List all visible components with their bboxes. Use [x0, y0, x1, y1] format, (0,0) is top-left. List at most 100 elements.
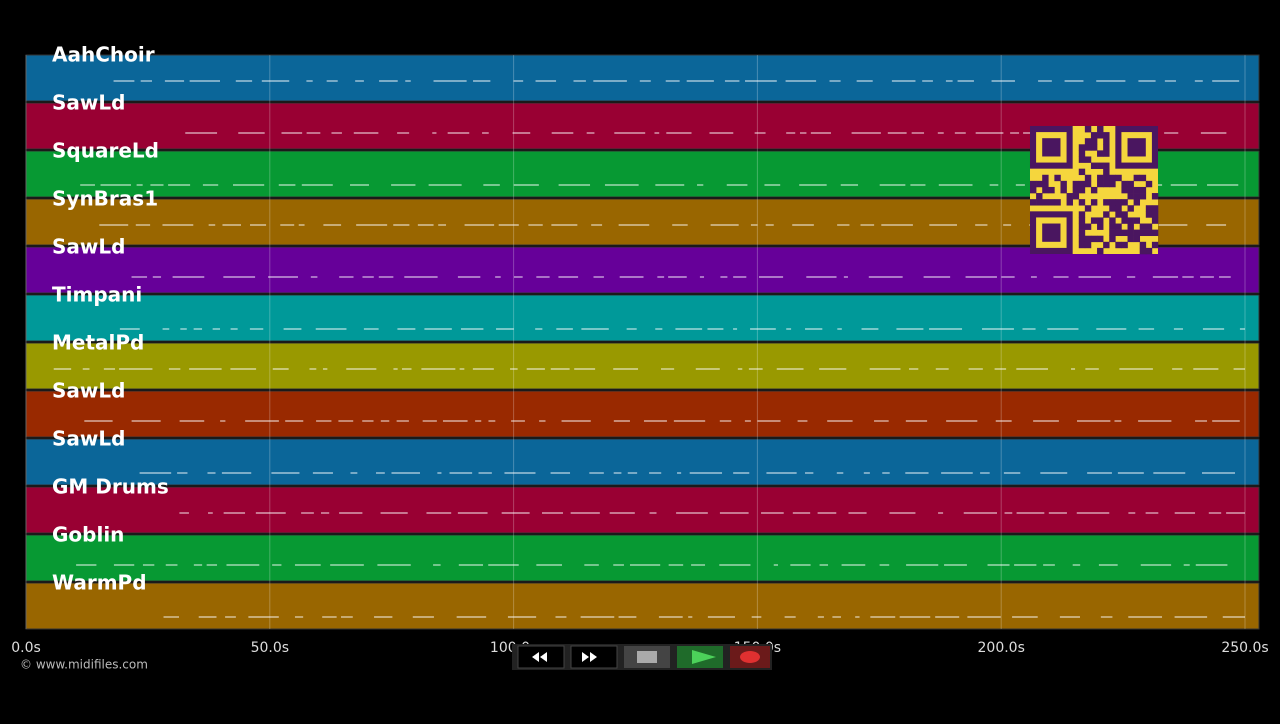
- copyright: © www.midifiles.com: [20, 658, 148, 672]
- qr-module: [1097, 126, 1104, 133]
- qr-module: [1145, 223, 1153, 230]
- qr-module: [1078, 144, 1086, 151]
- qr-finder: [1115, 126, 1159, 169]
- time-tick-label: 50.0s: [251, 640, 289, 656]
- fast-forward-button[interactable]: [570, 645, 618, 669]
- qr-module: [1090, 132, 1098, 139]
- qr-module: [1139, 174, 1147, 182]
- qr-module: [1103, 144, 1110, 151]
- qr-module: [1121, 217, 1128, 224]
- qr-module: [1103, 150, 1110, 157]
- qr-module: [1054, 199, 1061, 206]
- qr-module: [1072, 186, 1080, 194]
- qr-module: [1078, 229, 1086, 237]
- qr-module: [1151, 205, 1159, 212]
- qr-module: [1109, 223, 1116, 230]
- qr-module: [1084, 241, 1092, 249]
- qr-module: [1042, 186, 1049, 194]
- qr-module: [1139, 223, 1147, 230]
- qr-module: [1103, 211, 1110, 218]
- qr-finder: [1029, 211, 1073, 255]
- qr-module: [1042, 199, 1049, 206]
- qr-module: [1151, 211, 1159, 218]
- qr-module: [1139, 186, 1147, 194]
- qr-module: [1139, 241, 1147, 249]
- track-lane: [25, 438, 1260, 486]
- qr-module: [1121, 199, 1128, 206]
- qr-module: [1109, 205, 1116, 212]
- qr-module: [1097, 217, 1104, 224]
- qr-module: [1078, 168, 1086, 176]
- play-button[interactable]: [677, 646, 723, 668]
- qr-module: [1115, 241, 1122, 249]
- qr-module: [1115, 205, 1122, 212]
- qr-module: [1133, 186, 1141, 194]
- qr-module: [1097, 180, 1104, 188]
- qr-module: [1109, 174, 1116, 182]
- track-lane: [25, 54, 1260, 102]
- qr-module: [1115, 211, 1122, 218]
- qr-module: [1121, 241, 1128, 249]
- qr-module: [1127, 193, 1134, 200]
- qr-module: [1133, 199, 1141, 206]
- track-name: SynBras1: [52, 187, 158, 211]
- qr-module: [1090, 144, 1098, 151]
- qr-module: [1145, 180, 1153, 188]
- playback-controls: [512, 644, 772, 670]
- qr-module: [1103, 174, 1110, 182]
- qr-module: [1109, 229, 1116, 237]
- qr-finder-core: [1127, 138, 1146, 157]
- qr-module: [1078, 156, 1086, 163]
- track-lane: [25, 534, 1260, 582]
- qr-module: [1121, 186, 1128, 194]
- track-lane: [25, 294, 1260, 342]
- qr-module: [1127, 205, 1134, 212]
- track-name: Goblin: [52, 523, 124, 547]
- qr-module: [1036, 199, 1043, 206]
- record-button[interactable]: [730, 646, 770, 668]
- qr-module: [1060, 180, 1067, 188]
- qr-module: [1090, 186, 1098, 194]
- qr-module: [1103, 138, 1110, 145]
- qr-module: [1078, 235, 1086, 243]
- qr-module: [1036, 180, 1043, 188]
- qr-module: [1030, 199, 1037, 206]
- qr-module: [1084, 138, 1092, 145]
- qr-module: [1139, 193, 1147, 200]
- qr-module: [1115, 199, 1122, 206]
- qr-module: [1151, 193, 1159, 200]
- qr-module: [1097, 235, 1104, 243]
- track-name: Timpani: [52, 283, 142, 307]
- qr-module: [1030, 186, 1037, 194]
- qr-module: [1127, 186, 1134, 194]
- stop-button[interactable]: [624, 646, 670, 668]
- qr-module: [1151, 229, 1159, 237]
- qr-finder-core: [1042, 223, 1061, 242]
- track-lane: [25, 390, 1260, 438]
- qr-module: [1084, 144, 1092, 151]
- qr-module: [1115, 174, 1122, 182]
- track-name: SawLd: [52, 235, 125, 259]
- qr-module: [1030, 180, 1037, 188]
- qr-module: [1090, 162, 1098, 169]
- qr-module: [1127, 217, 1134, 224]
- qr-module: [1121, 229, 1128, 237]
- qr-module: [1078, 186, 1086, 194]
- qr-module: [1078, 211, 1086, 218]
- qr-module: [1103, 132, 1110, 139]
- qr-module: [1084, 126, 1092, 133]
- qr-module: [1090, 199, 1098, 206]
- qr-module: [1078, 217, 1086, 224]
- qr-module: [1109, 235, 1116, 243]
- qr-code: [1029, 126, 1159, 255]
- qr-finder-core: [1042, 138, 1061, 157]
- qr-module: [1048, 186, 1055, 194]
- qr-module: [1127, 223, 1134, 230]
- rewind-button[interactable]: [517, 645, 565, 669]
- qr-module: [1133, 229, 1141, 237]
- qr-module: [1121, 180, 1128, 188]
- qr-module: [1097, 132, 1104, 139]
- time-tick-label: 0.0s: [11, 640, 41, 656]
- track-lanes: AahChoir SawLd SquareLd SynBras1 SawLd Timpan…: [25, 43, 1260, 630]
